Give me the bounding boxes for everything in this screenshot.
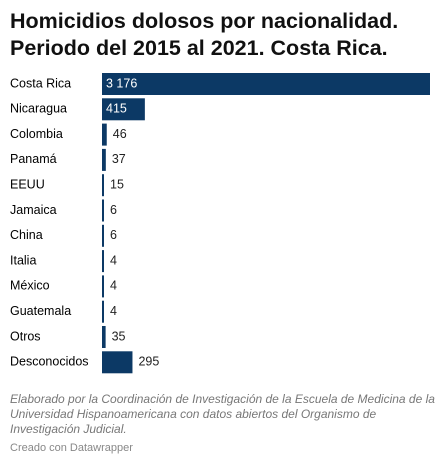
bar (102, 250, 104, 273)
value-label: 4 (110, 253, 117, 267)
bar (102, 98, 145, 121)
value-label: 4 (110, 304, 117, 318)
category-label: China (10, 228, 43, 242)
bar (102, 351, 133, 374)
bar (102, 300, 104, 323)
category-label: Italia (10, 253, 36, 267)
notes: Elaborado por la Coordinación de Investi… (10, 392, 435, 436)
value-label: 15 (110, 177, 124, 191)
bar (102, 275, 104, 298)
credit: Creado con Datawrapper (10, 442, 133, 454)
bar (102, 174, 104, 197)
bar (102, 224, 104, 247)
bar (102, 73, 430, 95)
category-label: Panamá (10, 152, 57, 166)
chart-title: Homicidios dolosos por nacionalidad. Per… (10, 9, 399, 60)
category-label: Jamaica (10, 203, 57, 217)
category-label: Otros (10, 329, 41, 343)
category-label: Costa Rica (10, 76, 71, 90)
category-label: México (10, 279, 50, 293)
bar (102, 199, 104, 222)
value-label: 35 (112, 329, 126, 343)
bar (102, 326, 106, 348)
category-label: Desconocidos (10, 355, 89, 369)
value-label: 6 (110, 203, 117, 217)
category-label: Nicaragua (10, 102, 67, 116)
category-label: Colombia (10, 127, 63, 141)
value-label: 295 (138, 355, 159, 369)
value-label: 415 (106, 102, 127, 116)
category-label: EEUU (10, 177, 45, 191)
value-label: 3 176 (106, 76, 137, 90)
value-label: 6 (110, 228, 117, 242)
category-label: Guatemala (10, 304, 71, 318)
value-label: 4 (110, 279, 117, 293)
value-label: 46 (113, 127, 127, 141)
bar (102, 123, 107, 146)
bar (102, 148, 106, 171)
value-label: 37 (112, 152, 126, 166)
